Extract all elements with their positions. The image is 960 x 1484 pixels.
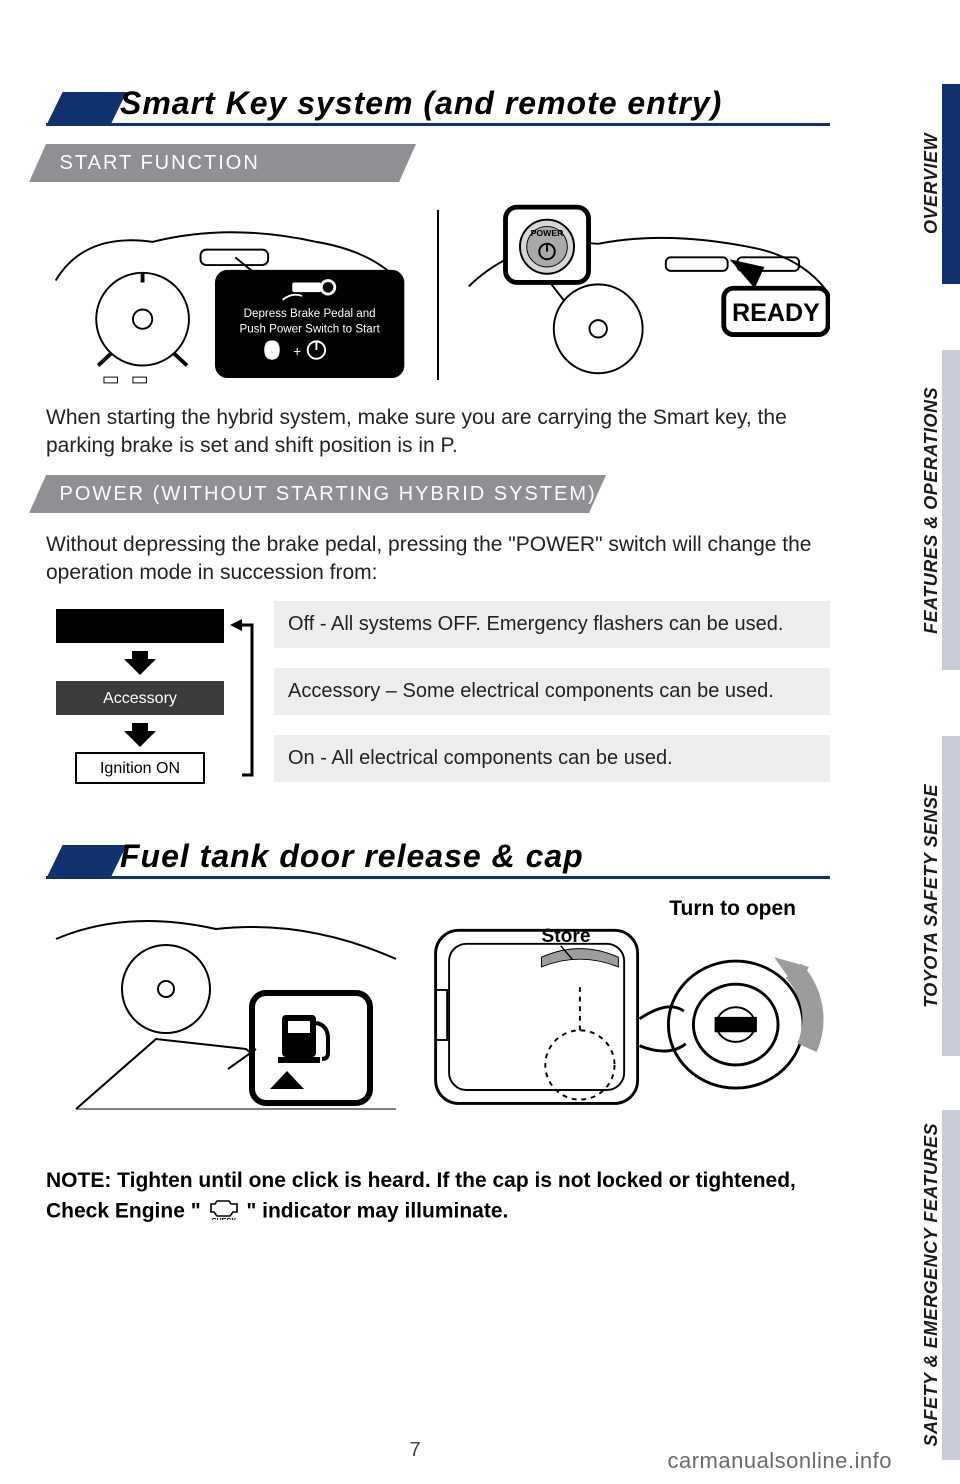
power-button-label: POWER bbox=[531, 228, 565, 238]
heading-rule-2 bbox=[46, 876, 830, 879]
tab-emergency-label: SAFETY & EMERGENCY FEATURES bbox=[921, 1123, 942, 1447]
label-turn-to-open: Turn to open bbox=[669, 897, 796, 921]
tab-features-label: FEATURES & OPERATIONS bbox=[921, 387, 942, 634]
callout-line1: Depress Brake Pedal and bbox=[244, 308, 376, 320]
fuel-figures: Turn to open Store bbox=[46, 899, 830, 1129]
mode-ignition-label: Ignition ON bbox=[100, 760, 180, 777]
callout-line2: Push Power Switch to Start bbox=[240, 324, 381, 336]
mode-desc-off: Off - All systems OFF. Emergency flasher… bbox=[274, 601, 830, 648]
dashboard-right-svg: POWER READY bbox=[463, 200, 830, 390]
power-button-callout: POWER bbox=[505, 207, 588, 282]
heading-fuel-text: Fuel tank door release & cap bbox=[120, 838, 584, 875]
band-power-shape: POWER (WITHOUT STARTING HYBRID SYSTEM) bbox=[29, 475, 606, 513]
figure-divider bbox=[437, 210, 439, 380]
check-engine-icon: CHECK bbox=[207, 1196, 241, 1228]
mode-accessory-label: Accessory bbox=[103, 690, 177, 707]
power-modes-descriptions: Off - All systems OFF. Emergency flasher… bbox=[274, 601, 830, 801]
dashboard-left-svg: Depress Brake Pedal and Push Power Switc… bbox=[46, 200, 413, 390]
figure-dashboard-right: POWER READY bbox=[463, 200, 830, 390]
tab-overview-label: OVERVIEW bbox=[921, 133, 942, 234]
ready-label: READY bbox=[732, 299, 820, 327]
power-modes-block: Accessory Ignition ON Off - All systems … bbox=[46, 601, 830, 801]
check-label: CHECK bbox=[211, 1218, 236, 1220]
tab-emergency-stripe bbox=[942, 1110, 960, 1460]
watermark: carmanualsonline.info bbox=[667, 1448, 892, 1474]
side-tabs-column: OVERVIEW FEATURES & OPERATIONS TOYOTA SA… bbox=[850, 0, 960, 1484]
start-function-paragraph: When starting the hybrid system, make su… bbox=[46, 404, 830, 461]
band-start-label: START FUNCTION bbox=[38, 144, 408, 182]
tab-safety-sense-stripe bbox=[942, 736, 960, 1056]
label-store: Store bbox=[541, 926, 590, 947]
heading-accent-shape-2 bbox=[46, 845, 127, 879]
band-start-shape: START FUNCTION bbox=[29, 144, 416, 182]
heading-smart-key-text: Smart Key system (and remote entry) bbox=[120, 85, 722, 122]
svg-text:+: + bbox=[293, 344, 301, 359]
band-power-label: POWER (WITHOUT STARTING HYBRID SYSTEM) bbox=[38, 475, 598, 513]
mode-desc-accessory: Accessory – Some electrical components c… bbox=[274, 668, 830, 715]
power-paragraph: Without depressing the brake pedal, pres… bbox=[46, 531, 830, 588]
band-power: POWER (WITHOUT STARTING HYBRID SYSTEM) bbox=[46, 475, 830, 513]
figure-fuel-release bbox=[46, 899, 406, 1129]
figure-dashboard-left: Depress Brake Pedal and Push Power Switc… bbox=[46, 200, 413, 390]
mode-desc-on: On - All electrical components can be us… bbox=[274, 735, 830, 782]
start-function-figures: Depress Brake Pedal and Push Power Switc… bbox=[46, 200, 830, 390]
tab-features-stripe bbox=[942, 350, 960, 670]
tab-safety-sense-label: TOYOTA SAFETY SENSE bbox=[921, 784, 942, 1008]
heading-accent-shape bbox=[46, 92, 127, 126]
section-heading-fuel: Fuel tank door release & cap bbox=[46, 837, 830, 881]
note-suffix: " indicator may illuminate. bbox=[246, 1199, 508, 1222]
band-start-function: START FUNCTION bbox=[46, 144, 830, 182]
fuel-note: NOTE: Tighten until one click is heard. … bbox=[46, 1167, 830, 1228]
section-heading-smart-key: Smart Key system (and remote entry) bbox=[46, 84, 830, 128]
heading-rule bbox=[46, 123, 830, 126]
power-modes-diagram: Accessory Ignition ON bbox=[46, 601, 256, 801]
ready-indicator-callout: READY bbox=[724, 288, 828, 334]
page-content: Smart Key system (and remote entry) STAR… bbox=[0, 0, 830, 1484]
figure-fuel-cap: Turn to open Store bbox=[426, 899, 830, 1129]
tab-overview-stripe bbox=[942, 84, 960, 284]
